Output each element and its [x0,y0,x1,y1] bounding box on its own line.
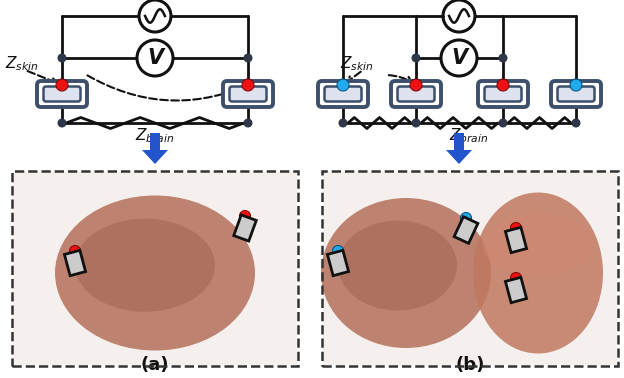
Text: $Z_{skin}$: $Z_{skin}$ [340,55,374,73]
Circle shape [71,246,79,256]
Circle shape [244,119,252,127]
Circle shape [339,119,347,127]
FancyBboxPatch shape [230,87,266,102]
Circle shape [462,214,470,223]
FancyBboxPatch shape [44,87,80,102]
FancyBboxPatch shape [37,81,87,107]
Ellipse shape [55,195,255,350]
Circle shape [512,274,520,282]
FancyBboxPatch shape [454,217,478,243]
FancyBboxPatch shape [328,250,349,276]
FancyBboxPatch shape [557,87,595,102]
Circle shape [499,54,507,62]
Ellipse shape [338,220,457,310]
Circle shape [411,80,421,90]
Ellipse shape [483,214,593,276]
FancyBboxPatch shape [324,87,361,102]
Circle shape [137,40,173,76]
Circle shape [244,54,252,62]
FancyBboxPatch shape [234,215,256,241]
FancyBboxPatch shape [484,87,522,102]
Circle shape [498,80,508,90]
Circle shape [240,212,250,220]
FancyBboxPatch shape [505,277,527,303]
Ellipse shape [75,219,215,312]
Circle shape [572,119,580,127]
Circle shape [243,80,253,90]
FancyBboxPatch shape [391,81,441,107]
Text: V: V [451,48,467,68]
Bar [12,171,298,366]
FancyBboxPatch shape [223,81,273,107]
Circle shape [58,54,66,62]
Circle shape [499,119,507,127]
Circle shape [412,119,420,127]
Text: $Z_{brain}$: $Z_{brain}$ [135,126,175,145]
Polygon shape [446,133,472,164]
Text: (a): (a) [141,356,169,374]
Text: $Z_{skin}$: $Z_{skin}$ [5,55,39,73]
Circle shape [412,54,420,62]
Ellipse shape [321,198,491,348]
FancyBboxPatch shape [505,227,527,253]
Circle shape [58,119,66,127]
Text: $Z_{brain}$: $Z_{brain}$ [449,126,489,145]
Polygon shape [142,133,168,164]
Bar [13,172,297,365]
Circle shape [571,80,581,90]
FancyBboxPatch shape [318,81,368,107]
Circle shape [57,80,67,90]
Ellipse shape [473,192,603,353]
Text: V: V [147,48,163,68]
FancyBboxPatch shape [64,250,85,276]
Circle shape [333,246,343,256]
FancyBboxPatch shape [478,81,528,107]
Circle shape [512,223,520,232]
Bar [323,172,617,365]
Text: (b): (b) [456,356,485,374]
Circle shape [441,40,477,76]
Circle shape [338,80,348,90]
Bar [322,171,618,366]
FancyBboxPatch shape [397,87,434,102]
FancyBboxPatch shape [551,81,601,107]
